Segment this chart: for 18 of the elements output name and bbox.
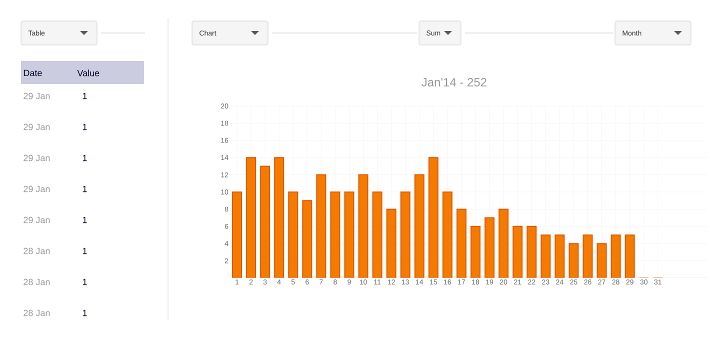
text: Value — [77, 70, 100, 76]
text: 28 Jan — [24, 248, 50, 254]
text: Date — [24, 70, 42, 76]
text: 29 Jan — [24, 92, 50, 100]
text: 29 Jan — [24, 216, 50, 224]
text: 29 Jan — [24, 124, 50, 130]
text: 28 Jan — [24, 310, 50, 316]
text: 1 — [82, 248, 87, 254]
text: 1 — [82, 310, 87, 316]
text: 29 Jan — [24, 154, 50, 162]
text: 29 Jan — [24, 186, 50, 192]
text: 1 — [82, 154, 87, 162]
chart-title: Jan'14 - 252 — [422, 78, 486, 86]
text: 1 — [82, 124, 87, 130]
text: 1 — [82, 186, 87, 192]
text: 1 — [82, 92, 87, 100]
text: 28 Jan — [24, 278, 50, 286]
text: 1 — [82, 216, 87, 224]
